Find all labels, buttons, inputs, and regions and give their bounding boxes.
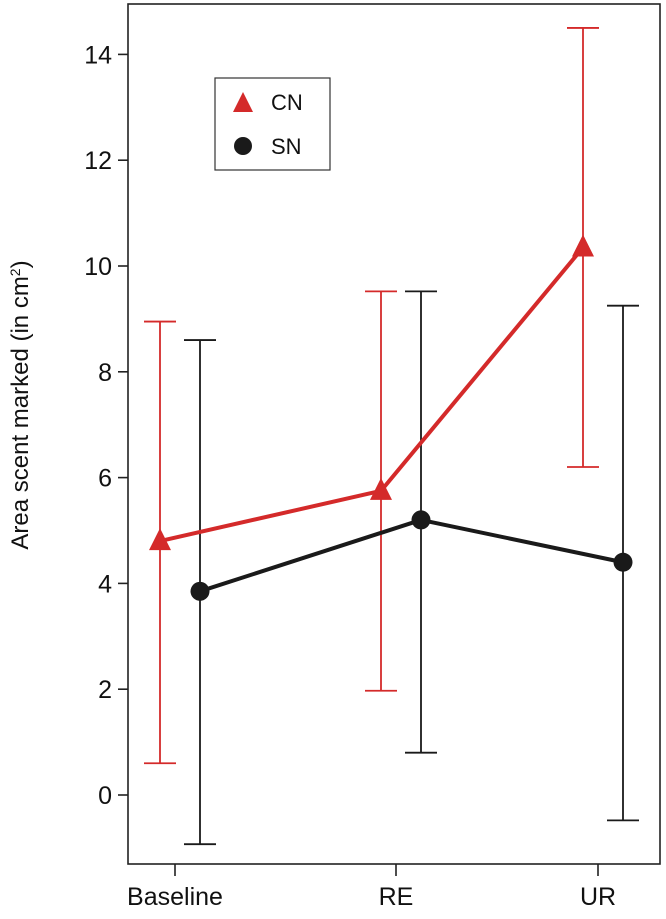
y-tick-label-4: 8 (98, 359, 112, 387)
y-axis: 0 2 4 6 8 10 12 14 (84, 41, 128, 810)
x-axis: Baseline RE UR (127, 864, 616, 911)
legend: CN SN (214, 77, 331, 171)
y-tick-label-5: 10 (84, 253, 112, 281)
y-tick-label-0: 0 (98, 782, 112, 810)
point-cn-1 (370, 477, 392, 500)
point-cn-0 (149, 528, 171, 551)
legend-sn-circle (234, 137, 252, 155)
line-sn (199, 517, 624, 594)
y-axis-label: Area scent marked (in cm2) (7, 260, 34, 549)
legend-cn-triangle (233, 92, 253, 112)
y-tick-label-7: 14 (84, 41, 112, 69)
data-markers (149, 234, 633, 601)
x-tick-label-re: RE (379, 883, 414, 911)
plot-frame (127, 3, 661, 865)
point-sn-0 (190, 581, 210, 601)
y-tick-label-3: 6 (98, 465, 112, 493)
x-tick-label-ur: UR (580, 883, 616, 911)
y-tick-label-2: 4 (98, 570, 112, 598)
legend-cn-label: CN (271, 90, 303, 115)
legend-sn-label: SN (271, 134, 302, 159)
point-sn-2 (613, 552, 633, 572)
y-tick-label-6: 12 (84, 147, 112, 175)
series-lines (159, 246, 624, 594)
x-tick-label-baseline: Baseline (127, 883, 223, 911)
legend-box (214, 77, 331, 171)
y-axis-label-superscript: 2 (7, 268, 23, 276)
point-cn-2 (572, 234, 594, 257)
y-tick-label-1: 2 (98, 676, 112, 704)
point-sn-1 (411, 510, 431, 530)
